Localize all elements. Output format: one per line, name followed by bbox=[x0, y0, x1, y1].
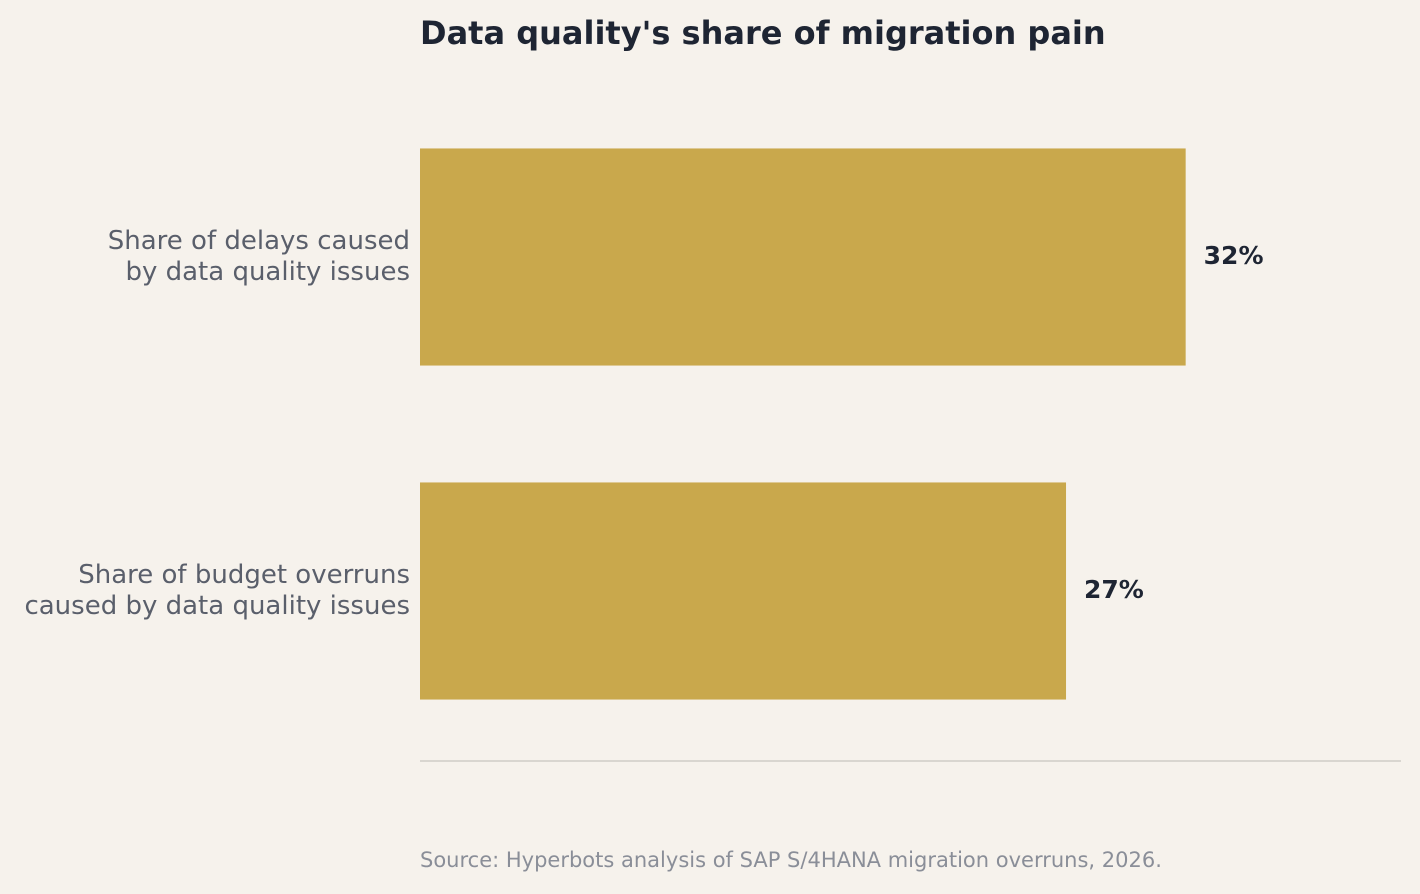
category-label-line: by data quality issues bbox=[125, 257, 410, 287]
category-labels-group: Share of delays caused by data quality is… bbox=[24, 226, 410, 621]
bars-group bbox=[420, 148, 1186, 700]
category-label-line: caused by data quality issues bbox=[24, 591, 410, 621]
category-label-line: Share of budget overruns bbox=[78, 560, 410, 590]
category-label-0: Share of delays caused by data quality is… bbox=[108, 226, 410, 287]
source-note: Source: Hyperbots analysis of SAP S/4HAN… bbox=[420, 848, 1162, 872]
value-label-1: 27% bbox=[1084, 575, 1144, 604]
chart-title: Data quality's share of migration pain bbox=[420, 14, 1106, 52]
category-label-1: Share of budget overruns caused by data q… bbox=[24, 560, 410, 621]
bar-1 bbox=[420, 482, 1067, 700]
value-labels-group: 32% 27% bbox=[1084, 241, 1263, 604]
category-label-line: Share of delays caused bbox=[108, 226, 410, 256]
value-label-0: 32% bbox=[1204, 241, 1264, 270]
bar-0 bbox=[420, 148, 1186, 366]
